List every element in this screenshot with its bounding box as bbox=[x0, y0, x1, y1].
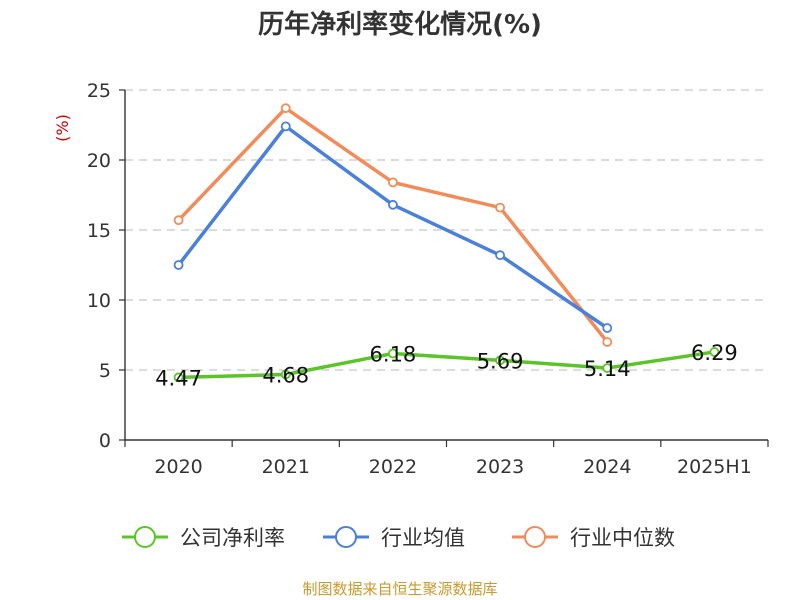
y-axis-label: (%) bbox=[53, 114, 72, 142]
y-tick-label: 20 bbox=[87, 150, 111, 172]
legend-label: 行业中位数 bbox=[570, 526, 675, 550]
data-point bbox=[388, 348, 398, 359]
data-label: 6.18 bbox=[370, 342, 417, 366]
data-point bbox=[173, 215, 184, 226]
x-tick-label: 2025H1 bbox=[677, 456, 752, 478]
x-tick-label: 2022 bbox=[369, 456, 417, 478]
legend-marker bbox=[524, 526, 546, 548]
data-point bbox=[602, 337, 613, 347]
y-tick-label: 0 bbox=[99, 430, 111, 452]
legend: 公司净利率 行业均值 行业中位数 bbox=[122, 526, 675, 550]
data-point bbox=[173, 260, 184, 270]
series-line bbox=[177, 106, 609, 344]
data-point bbox=[602, 323, 613, 333]
legend-marker bbox=[134, 526, 156, 548]
y-tick-label: 15 bbox=[87, 220, 111, 242]
x-tick-label: 2020 bbox=[154, 456, 202, 478]
x-tick-label: 2023 bbox=[476, 456, 524, 478]
y-tick-label: 25 bbox=[87, 80, 111, 102]
legend-marker bbox=[335, 526, 357, 548]
data-point bbox=[602, 363, 613, 373]
y-tick-label: 10 bbox=[87, 290, 111, 312]
data-label: 5.14 bbox=[584, 357, 631, 381]
data-point bbox=[495, 355, 505, 366]
data-point bbox=[173, 372, 184, 383]
data-point bbox=[280, 369, 291, 380]
source-note: 制图数据来自恒生聚源数据库 bbox=[302, 580, 498, 598]
data-label: 6.29 bbox=[691, 341, 738, 365]
data-label: 5.69 bbox=[477, 349, 524, 373]
data-point bbox=[709, 347, 720, 357]
data-point bbox=[280, 103, 291, 114]
axes: 0 5 10 15 20 25 2020 2021 2022 2023 2024 2025H1 (%) bbox=[53, 80, 769, 478]
grid-lines bbox=[125, 89, 768, 371]
legend-label: 公司净利率 bbox=[180, 526, 285, 550]
series-line bbox=[177, 124, 609, 330]
data-point bbox=[495, 202, 505, 213]
x-tick-label: 2024 bbox=[583, 456, 631, 478]
data-label: 4.68 bbox=[262, 363, 309, 387]
series-lines bbox=[173, 103, 720, 383]
chart-title: 历年净利率变化情况(%) bbox=[258, 10, 542, 40]
data-labels: 4.47 4.68 6.18 5.69 5.14 6.29 bbox=[155, 341, 738, 390]
series-line bbox=[178, 350, 715, 380]
x-tick-label: 2021 bbox=[262, 456, 310, 478]
data-label: 4.47 bbox=[155, 366, 202, 390]
data-point bbox=[280, 121, 291, 132]
data-point bbox=[388, 199, 398, 210]
legend-label: 行业均值 bbox=[381, 526, 465, 550]
y-tick-label: 5 bbox=[99, 360, 111, 382]
data-point bbox=[495, 250, 505, 261]
data-point bbox=[388, 177, 398, 188]
